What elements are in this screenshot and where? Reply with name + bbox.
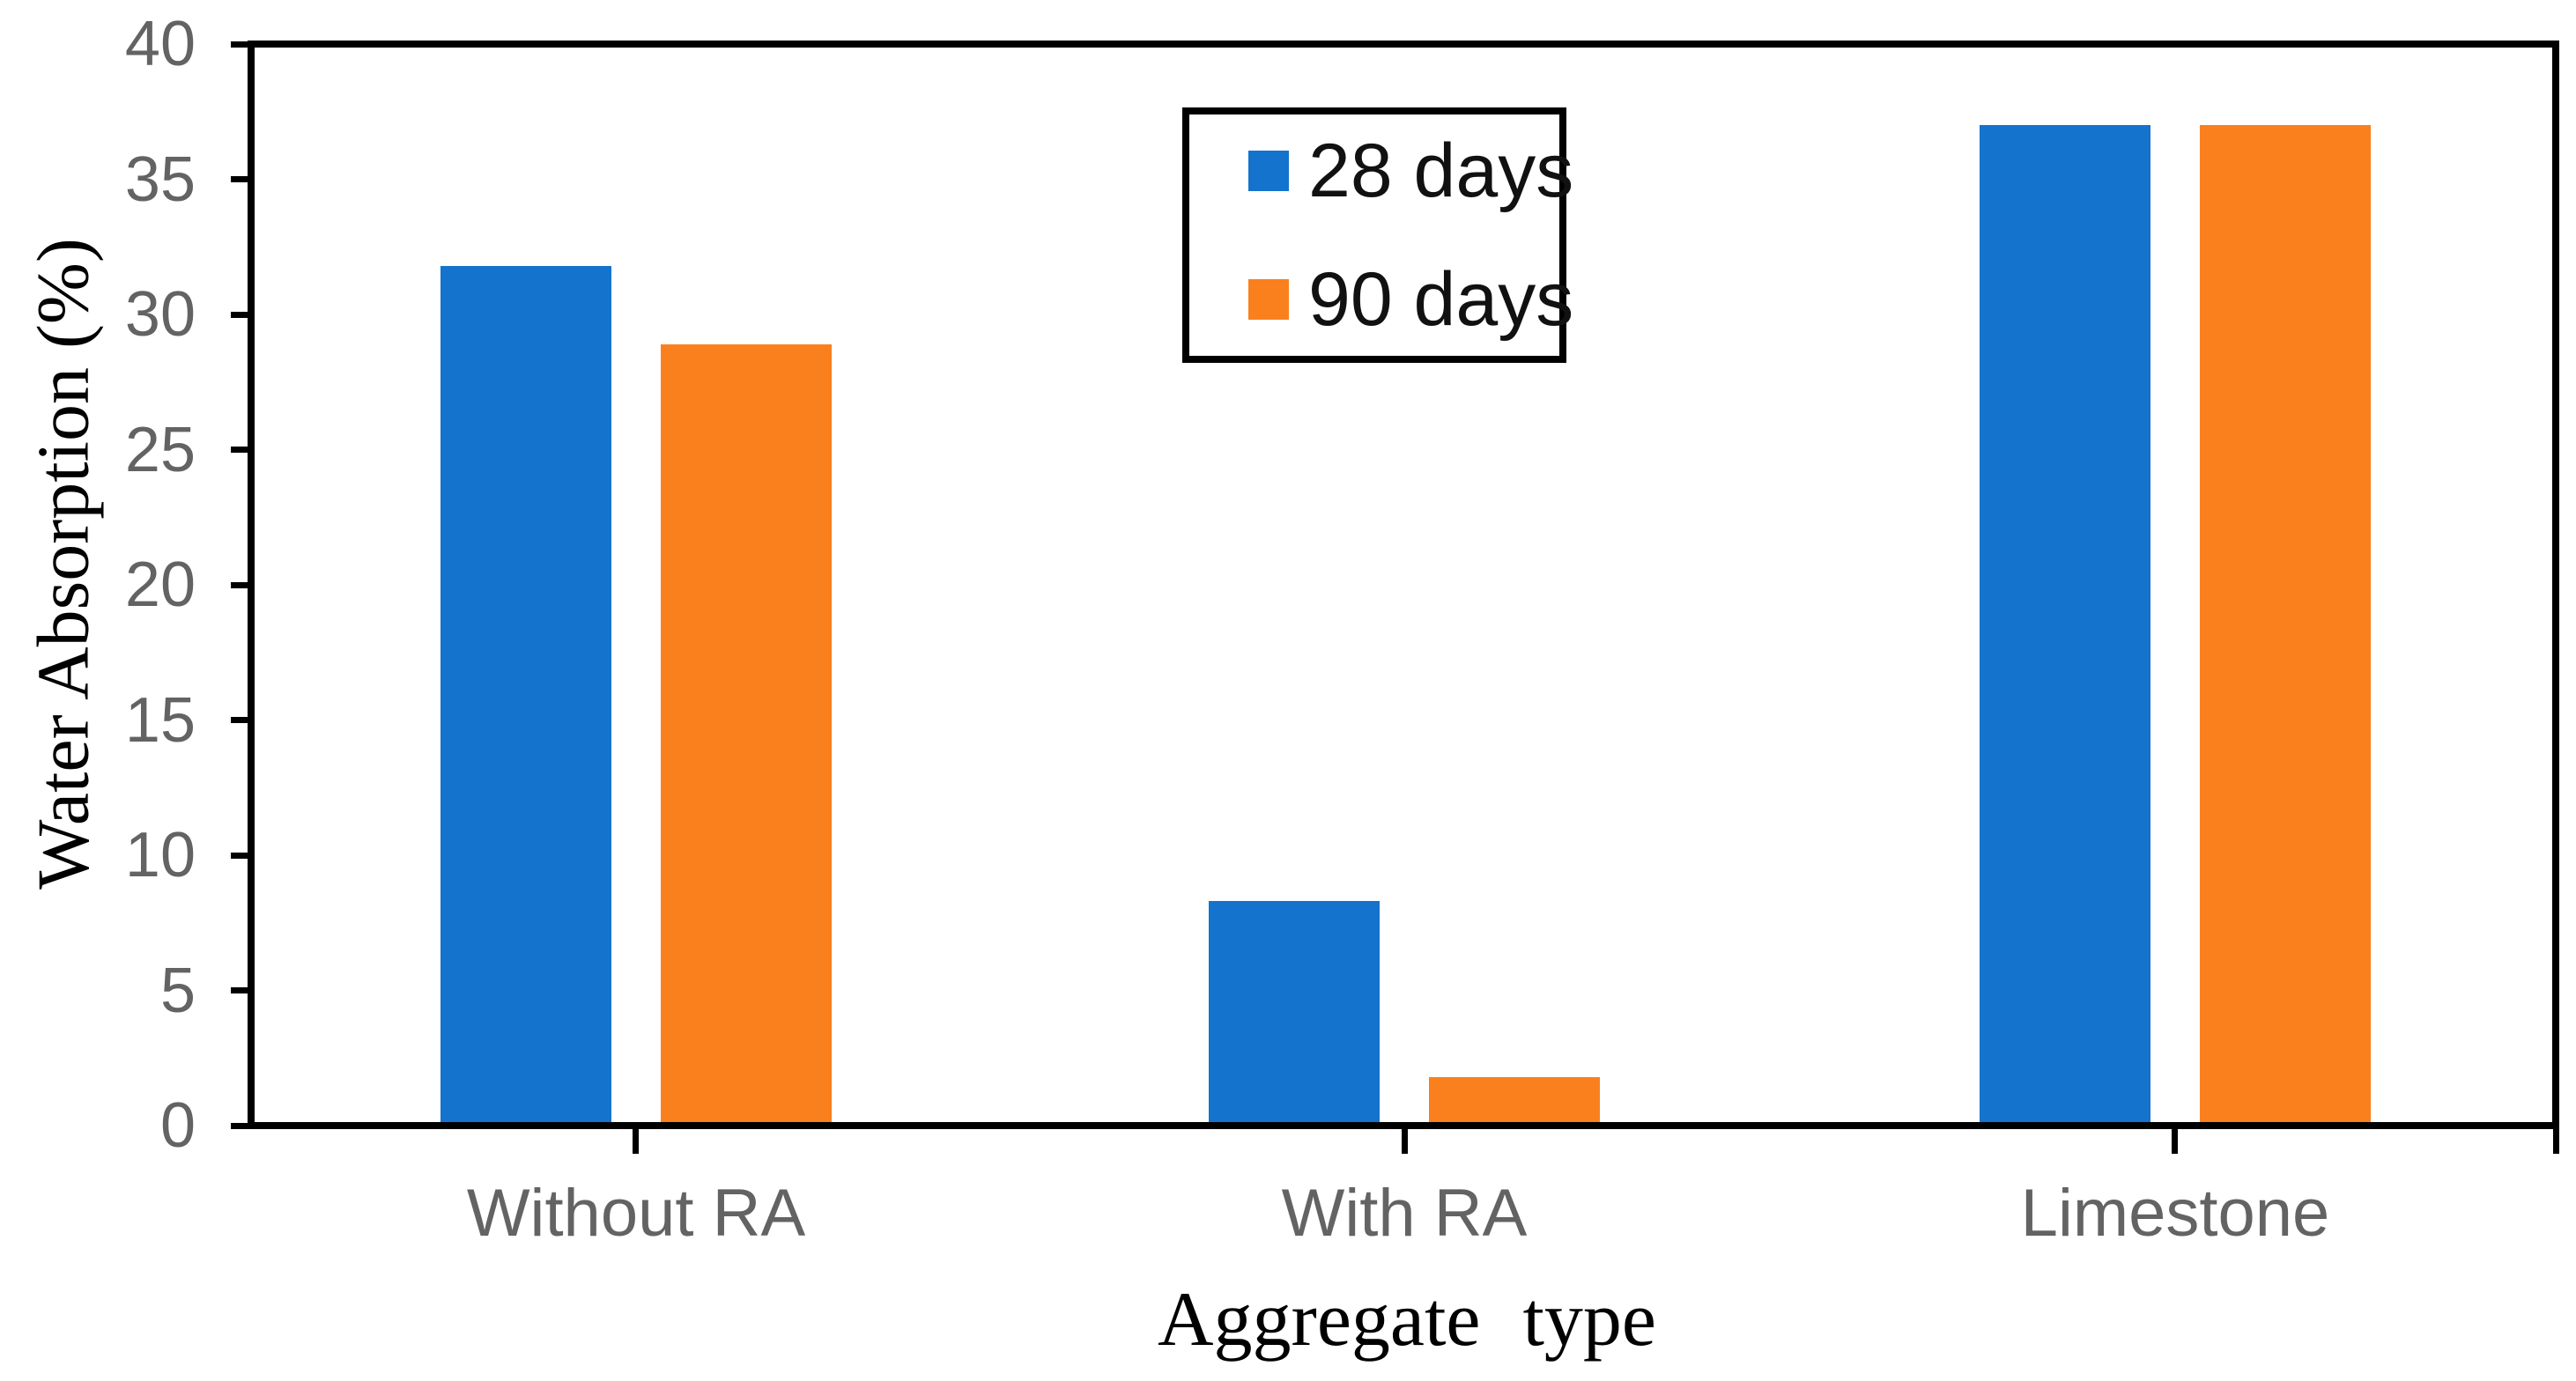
category-label-limestone: Limestone [2020, 1176, 2330, 1251]
legend-item-90-days: 90 days [1248, 251, 1573, 348]
y-tick-25 [231, 447, 251, 453]
y-tick-label-5: 5 [159, 956, 196, 1026]
y-tick-20 [231, 582, 251, 588]
y-axis-line [248, 41, 255, 1129]
y-axis-title: Water Absorption (%) [22, 238, 105, 890]
x-tick-without-ra [633, 1129, 639, 1154]
y-tick-40 [231, 41, 251, 48]
category-label-with-ra: With RA [1281, 1176, 1528, 1251]
bar-90-days-limestone [2200, 125, 2371, 1126]
y-tick-label-40: 40 [124, 9, 196, 79]
y-tick-label-15: 15 [124, 685, 196, 756]
bar-28-days-limestone [1980, 125, 2150, 1126]
y-tick-label-25: 25 [124, 415, 196, 485]
y-tick-label-10: 10 [124, 820, 196, 890]
y-tick-label-20: 20 [124, 550, 196, 620]
bar-28-days-with-ra [1209, 901, 1380, 1126]
legend-swatch-90-days [1248, 279, 1289, 320]
y-tick-35 [231, 176, 251, 182]
y-tick-label-35: 35 [124, 144, 196, 215]
y-tick-label-0: 0 [159, 1090, 196, 1161]
plot-right-border [2552, 41, 2559, 1129]
y-tick-15 [231, 717, 251, 723]
bar-90-days-without-ra [661, 344, 832, 1126]
x-tick-axis-end [2553, 1129, 2559, 1154]
x-axis-title: Aggregate type [1158, 1277, 1656, 1363]
x-axis-line [248, 1122, 2559, 1129]
category-label-without-ra: Without RA [466, 1176, 806, 1251]
legend: 28 days 90 days [1182, 107, 1573, 363]
x-tick-with-ra [1402, 1129, 1408, 1154]
legend-label-90-days: 90 days [1308, 257, 1574, 342]
x-tick-limestone [2172, 1129, 2178, 1154]
y-tick-5 [231, 987, 251, 993]
legend-label-28-days: 28 days [1308, 129, 1574, 213]
y-tick-label-30: 30 [124, 279, 196, 350]
y-tick-30 [231, 312, 251, 318]
bar-90-days-with-ra [1429, 1077, 1600, 1126]
y-tick-10 [231, 853, 251, 859]
legend-swatch-28-days [1248, 151, 1289, 191]
bar-28-days-without-ra [440, 266, 611, 1126]
legend-item-28-days: 28 days [1248, 122, 1573, 219]
plot-top-border [248, 41, 2559, 48]
y-tick-0 [231, 1123, 251, 1129]
